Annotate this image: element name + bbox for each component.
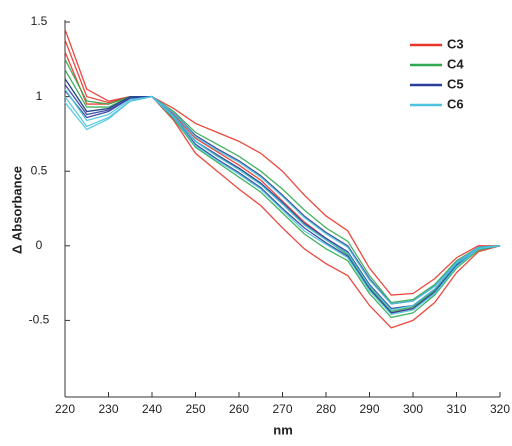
legend-label: C4 — [447, 56, 464, 71]
x-tick-label: 230 — [98, 402, 118, 416]
y-tick-label: 1 — [36, 89, 43, 103]
series-line — [64, 39, 501, 314]
series-line — [64, 88, 501, 305]
legend-label: C3 — [447, 36, 464, 51]
legend-label: C5 — [447, 76, 464, 91]
series-line — [64, 78, 501, 305]
x-tick-label: 290 — [359, 402, 379, 416]
x-tick-label: 310 — [446, 402, 466, 416]
y-tick-label: 0 — [36, 238, 43, 252]
x-tick-label: 280 — [316, 402, 336, 416]
x-tick-label: 260 — [229, 402, 249, 416]
legend-label: C6 — [447, 96, 464, 111]
x-tick-label: 220 — [55, 402, 75, 416]
series-line — [64, 78, 501, 319]
x-axis-label: nm — [273, 422, 293, 437]
series-line — [64, 58, 501, 304]
x-tick-label: 270 — [272, 402, 292, 416]
series-line — [64, 29, 500, 296]
x-tick-label: 250 — [185, 402, 205, 416]
y-axis-label: Δ Absorbance — [9, 166, 24, 254]
series-line — [64, 95, 501, 316]
y-tick-label: 0.5 — [31, 163, 48, 177]
x-tick-label: 240 — [142, 402, 162, 416]
x-tick-label: 300 — [403, 402, 423, 416]
y-tick-label: 1.5 — [31, 14, 48, 28]
x-tick-label: 320 — [490, 402, 510, 416]
series-line — [64, 90, 501, 314]
y-tick-label: -0.5 — [29, 313, 50, 327]
